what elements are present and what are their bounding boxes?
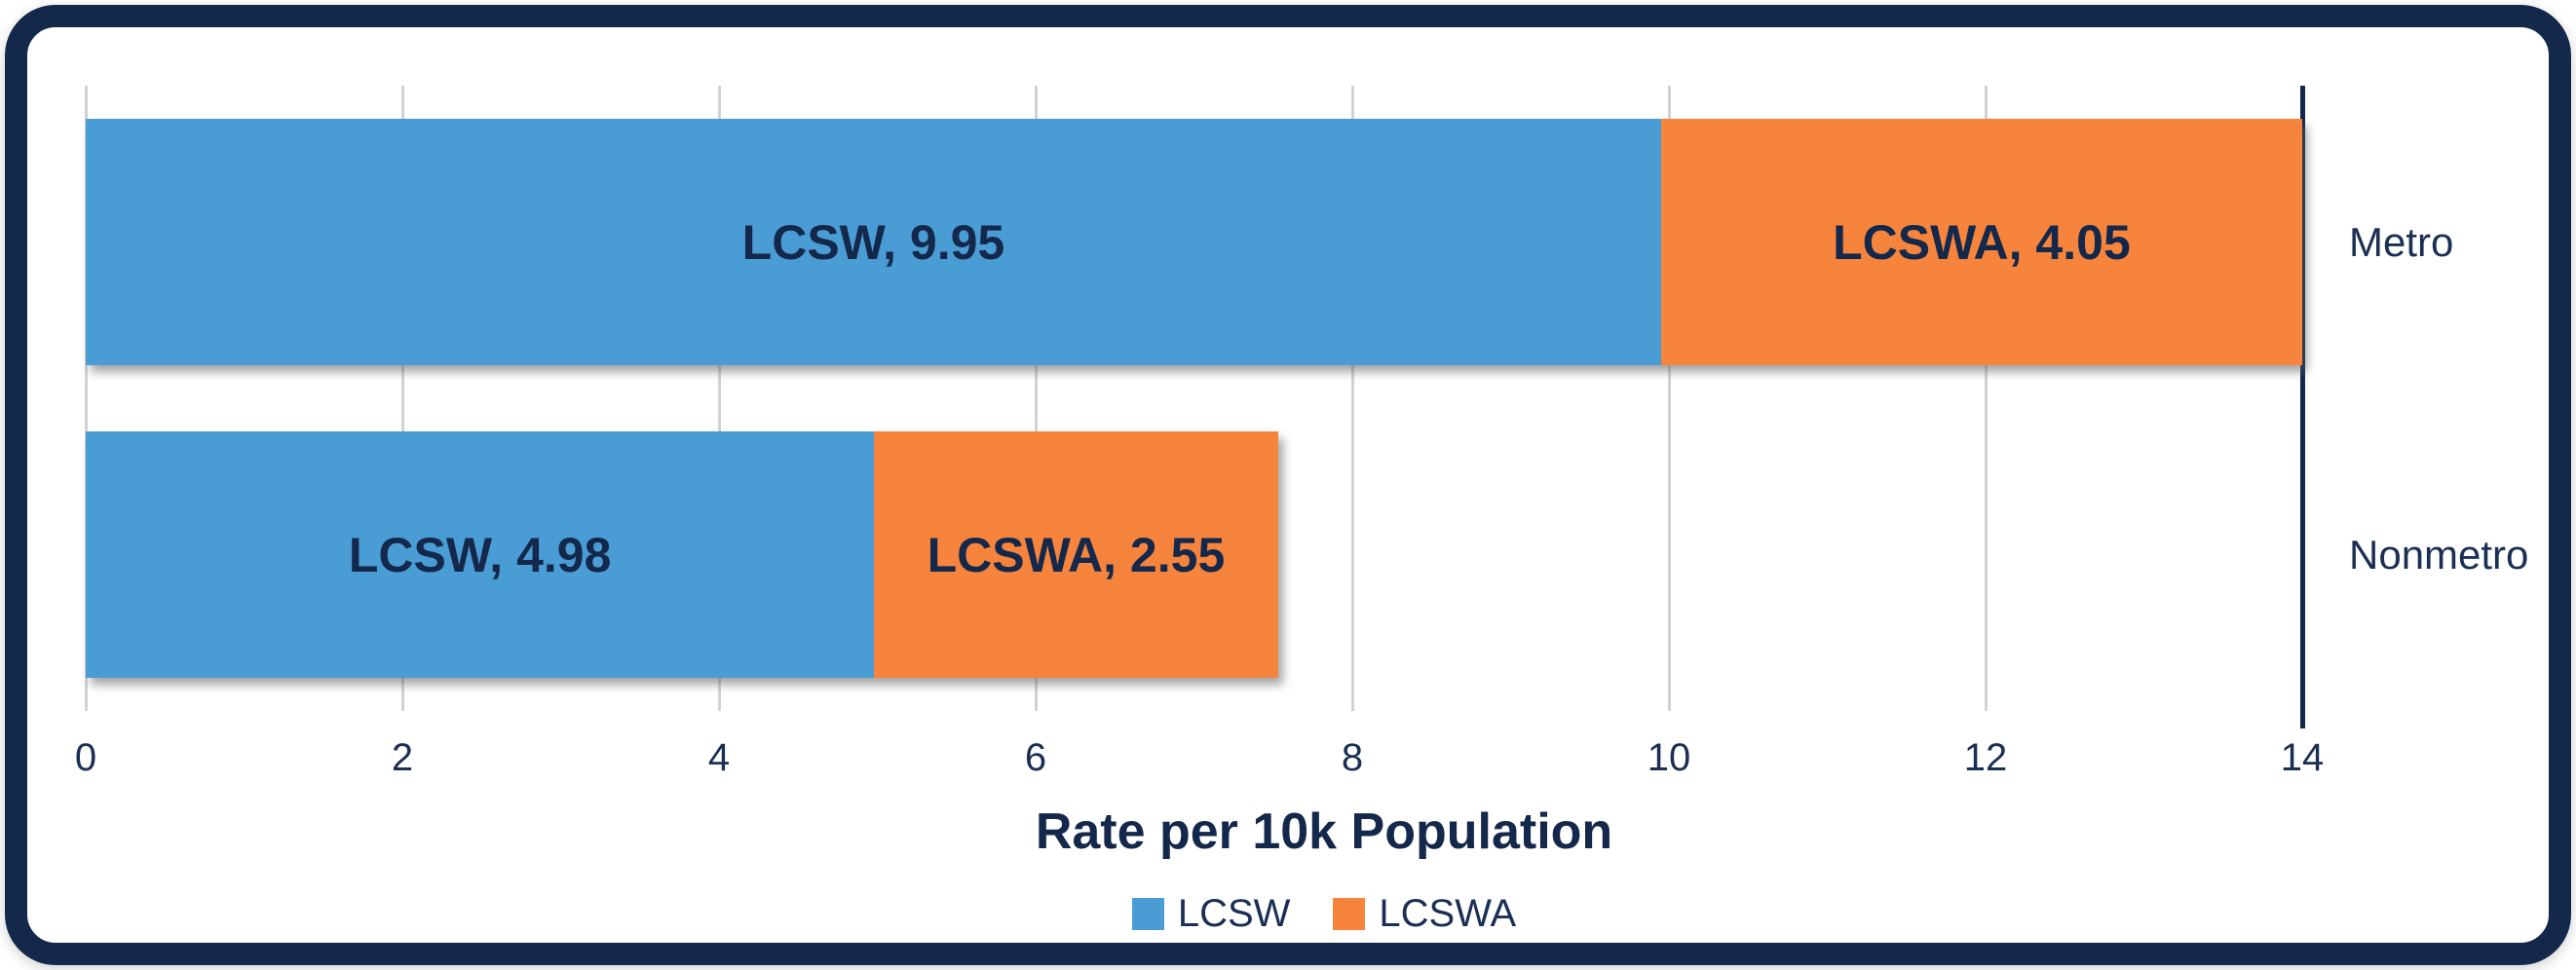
legend-item-lcsw: LCSW — [1131, 892, 1291, 936]
bar-row-metro: LCSW, 9.95 LCSWA, 4.05 — [86, 119, 2302, 365]
legend-item-lcswa: LCSWA — [1333, 892, 1516, 936]
x-tick-label-0: 0 — [74, 736, 97, 779]
gridline-0 — [85, 86, 88, 711]
lcsw-bar-segment-metro: LCSW, 9.95 — [86, 119, 1661, 365]
plot-area: LCSW, 9.95 LCSWA, 4.05 LCSW, 4.98 LCSWA, 2.… — [85, 86, 2305, 728]
bar-row-nonmetro: LCSW, 4.98 LCSWA, 2.55 — [86, 431, 2302, 678]
lcswa-bar-segment-metro: LCSWA, 4.05 — [1660, 119, 2302, 365]
bar-data-label: LCSWA, 4.05 — [1833, 214, 2131, 270]
bar-data-label: LCSWA, 2.55 — [927, 527, 1226, 582]
x-tick-label-14: 14 — [2280, 736, 2325, 779]
gridline-2 — [401, 86, 404, 711]
gridline-12 — [1985, 86, 1988, 711]
x-tick-label-12: 12 — [1963, 736, 2008, 779]
x-tick-label-8: 8 — [1341, 736, 1364, 779]
value-axis-line — [2300, 86, 2305, 728]
lcswa-bar-segment-nonmetro: LCSWA, 2.55 — [874, 431, 1278, 678]
legend-swatch-icon — [1131, 898, 1164, 930]
x-tick-label-6: 6 — [1024, 736, 1047, 779]
bar-data-label: LCSW, 4.98 — [348, 527, 612, 582]
gridline-8 — [1351, 86, 1354, 711]
legend-label: LCSW — [1177, 892, 1291, 935]
gridline-4 — [718, 86, 721, 711]
legend: LCSW LCSWA — [86, 892, 2562, 936]
gridline-6 — [1035, 86, 1038, 711]
gridline-10 — [1668, 86, 1671, 711]
x-axis-title: Rate per 10k Population — [1035, 803, 1613, 860]
bar-data-label: LCSW, 9.95 — [741, 214, 1005, 270]
category-label-metro: Metro — [2349, 218, 2454, 265]
category-label-nonmetro: Nonmetro — [2349, 531, 2529, 578]
lcsw-bar-segment-nonmetro: LCSW, 4.98 — [86, 431, 875, 678]
x-tick-label-2: 2 — [391, 736, 414, 779]
legend-label: LCSWA — [1379, 892, 1517, 935]
x-tick-label-4: 4 — [707, 736, 731, 779]
x-tick-label-10: 10 — [1647, 736, 1691, 779]
legend-swatch-icon — [1333, 898, 1366, 930]
